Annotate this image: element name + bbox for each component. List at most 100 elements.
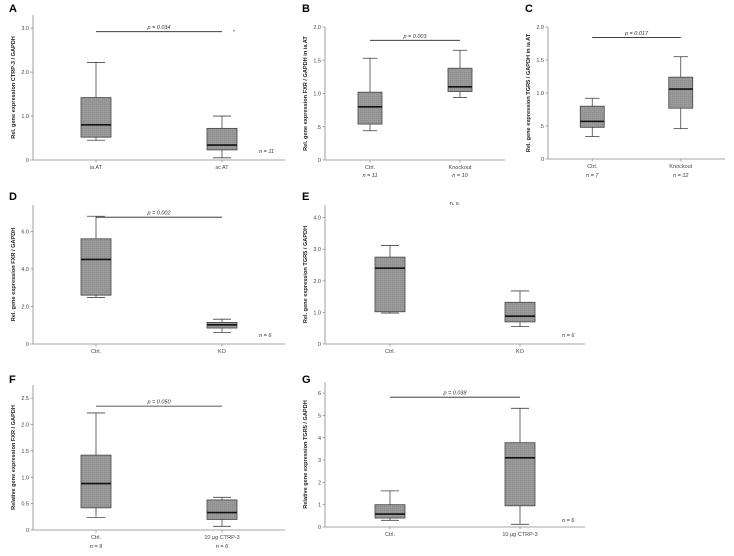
y-tick-label: 0: [26, 158, 29, 164]
p-value-label: p = 0.003: [402, 34, 427, 40]
y-tick-label: 3.0: [21, 26, 29, 32]
box-iqr: [374, 256, 406, 313]
sample-size-label: n = 6: [216, 544, 229, 550]
x-tick-label: KO: [218, 349, 227, 355]
y-tick-label: 2.0: [313, 25, 321, 31]
box-iqr: [504, 442, 536, 507]
y-tick-label: 4.0: [21, 267, 29, 273]
y-tick-label: 2.0: [21, 70, 29, 76]
y-tick-label: 0: [26, 342, 29, 348]
sample-size-label: n = 11: [259, 149, 274, 155]
y-axis-label: Rel. gene expression TGR5 / GAPDH: [303, 226, 309, 323]
y-axis-label: Rel. gene expression CTRP-3 / GAPDH: [11, 36, 17, 139]
y-tick-label: 2.0: [21, 304, 29, 310]
sample-size-label: n = 10: [452, 173, 468, 179]
y-tick-label: 0: [541, 157, 544, 163]
panel-g: G 0 1 2 3 4 5 6 Relative gene expression TGR5 / …: [302, 374, 585, 538]
outlier-marker: *: [233, 30, 236, 36]
box-iqr: [374, 504, 406, 519]
sample-size-label: n = 11: [362, 173, 377, 179]
box-iqr: [447, 67, 473, 92]
y-tick-label: .5: [316, 125, 321, 131]
p-value-label: n. s.: [450, 201, 461, 207]
y-axis-label: Rel. gene expression TGR5 / GAPDH in ia …: [526, 33, 532, 152]
sample-size-label: n = 6: [562, 333, 575, 339]
panel-c: C 0 .5 1.0 1.5 2.0 Rel. gene expression TGR5 /…: [525, 3, 725, 179]
y-tick-label: 0.5: [21, 502, 29, 508]
panel-a: A 0 1.0 2.0 3.0 Rel. gene expression CTRP-3 /…: [9, 3, 285, 171]
y-tick-label: 1.5: [21, 449, 29, 455]
y-tick-label: 4.0: [313, 216, 321, 222]
sample-size-label: n = 9: [90, 544, 102, 550]
box-iqr: [80, 454, 112, 509]
y-tick-label: 3.0: [313, 247, 321, 253]
y-tick-label: 0: [26, 528, 29, 534]
box-iqr: [668, 76, 694, 109]
y-tick-label: 1.5: [536, 58, 544, 64]
x-tick-label: Ctrl.: [385, 349, 396, 355]
x-tick-label: Ctrl.: [365, 165, 376, 171]
box-iqr: [357, 91, 383, 125]
box-iqr: [80, 97, 112, 138]
x-tick-label: Knockout: [669, 164, 692, 170]
y-axis-label: Relative gene expression FXR / GAPDH: [11, 405, 17, 510]
box-iqr: [504, 301, 536, 323]
y-tick-label: 0: [318, 525, 321, 531]
x-tick-label: Knockout: [449, 165, 472, 171]
sample-size-label: n = 12: [673, 173, 688, 179]
box-iqr: [206, 127, 238, 151]
sample-size-label: n = 6: [259, 333, 272, 339]
y-tick-label: 0: [318, 342, 321, 348]
x-tick-label: Ctrl.: [91, 535, 102, 541]
panel-letter: F: [9, 374, 16, 386]
x-tick-label: 10 µg CTRP-3: [502, 532, 537, 538]
panel-letter: D: [9, 191, 17, 203]
p-value-label: p = 0.050: [146, 400, 171, 406]
y-tick-label: 2.0: [21, 423, 29, 429]
y-tick-label: .5: [539, 124, 544, 130]
y-tick-label: 6: [318, 391, 321, 397]
x-tick-label: 10 µg CTRP-3: [204, 535, 239, 541]
x-tick-label: Ctrl.: [587, 164, 598, 170]
x-tick-label: Ctrl.: [385, 532, 396, 538]
box-iqr: [579, 105, 605, 128]
panel-letter: G: [302, 374, 311, 386]
y-axis-label: Rel. gene expression FXR / GAPDH in ia A…: [303, 36, 309, 151]
panel-d: D 0 2.0 4.0 6.0 Rel. gene expression FXR / GA…: [9, 191, 285, 355]
y-tick-label: 1.0: [21, 475, 29, 481]
y-tick-label: 1.0: [313, 310, 321, 316]
panel-letter: B: [302, 3, 310, 15]
panel-e: E 0 1.0 2.0 3.0 4.0 Rel. gene expression TGR5 …: [302, 191, 585, 355]
p-value-label: p = 0.017: [624, 31, 649, 37]
sample-size-label: n = 6: [562, 518, 575, 524]
box-iqr: [206, 499, 238, 520]
y-tick-label: 1.0: [536, 91, 544, 97]
p-value-label: p = 0.034: [146, 25, 170, 31]
box-iqr: [80, 238, 112, 296]
sample-size-label: n = 7: [586, 173, 599, 179]
y-tick-label: 2.5: [21, 396, 29, 402]
y-tick-label: 2.0: [313, 279, 321, 285]
y-tick-label: 2.0: [536, 25, 544, 31]
y-tick-label: 4: [318, 436, 321, 442]
y-tick-label: 6.0: [21, 229, 29, 235]
panel-f: F 0 0.5 1.0 1.5 2.0 2.5 Relative gene expressio…: [9, 374, 285, 550]
x-tick-label: KO: [516, 349, 525, 355]
y-tick-label: 1: [318, 503, 321, 509]
y-tick-label: 1.0: [313, 92, 321, 98]
y-tick-label: 5: [318, 413, 321, 419]
p-value-label: p = 0.038: [442, 391, 467, 397]
y-axis-label: Relative gene expression TGR5 / GAPDH: [303, 400, 309, 509]
y-tick-label: 1.0: [21, 114, 29, 120]
panel-letter: E: [302, 191, 309, 203]
x-tick-label: sc AT: [215, 165, 229, 171]
y-tick-label: 1.5: [313, 58, 321, 64]
x-tick-label: ia AT: [90, 165, 103, 171]
y-tick-label: 3: [318, 458, 321, 464]
x-tick-label: Ctrl.: [91, 349, 102, 355]
p-value-label: p = 0.002: [146, 211, 170, 217]
y-tick-label: 2: [318, 480, 321, 486]
panel-letter: A: [9, 3, 17, 15]
y-axis-label: Rel. gene expression FXR / GAPDH: [11, 228, 17, 322]
